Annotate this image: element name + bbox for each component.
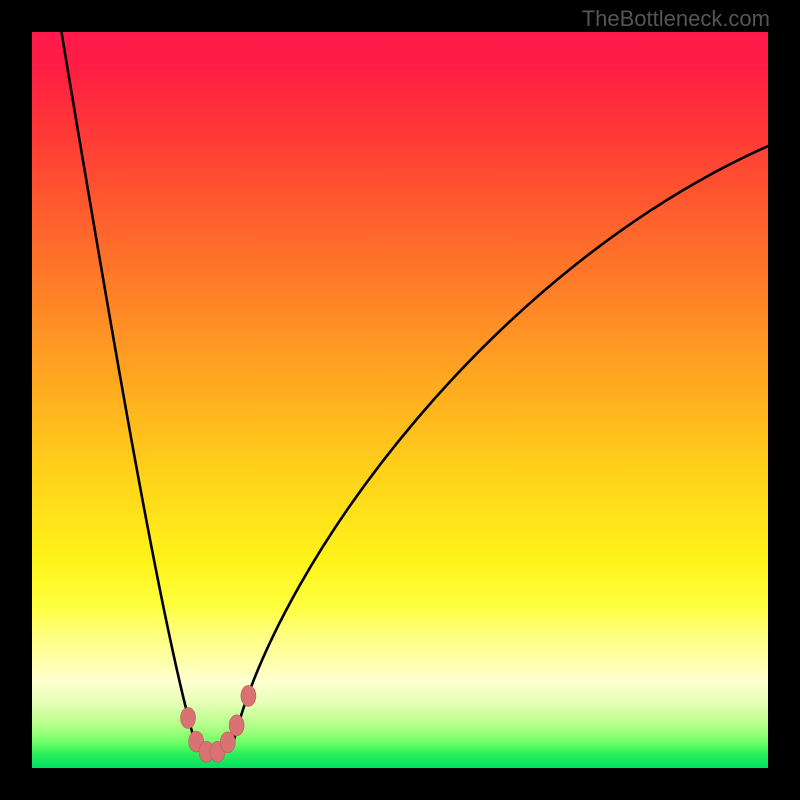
gradient-background (32, 32, 768, 768)
marker-point (229, 715, 244, 736)
marker-point (241, 685, 256, 706)
watermark-text: TheBottleneck.com (582, 6, 770, 32)
plot-area (32, 32, 768, 768)
chart-svg (32, 32, 768, 768)
marker-point (181, 707, 196, 728)
